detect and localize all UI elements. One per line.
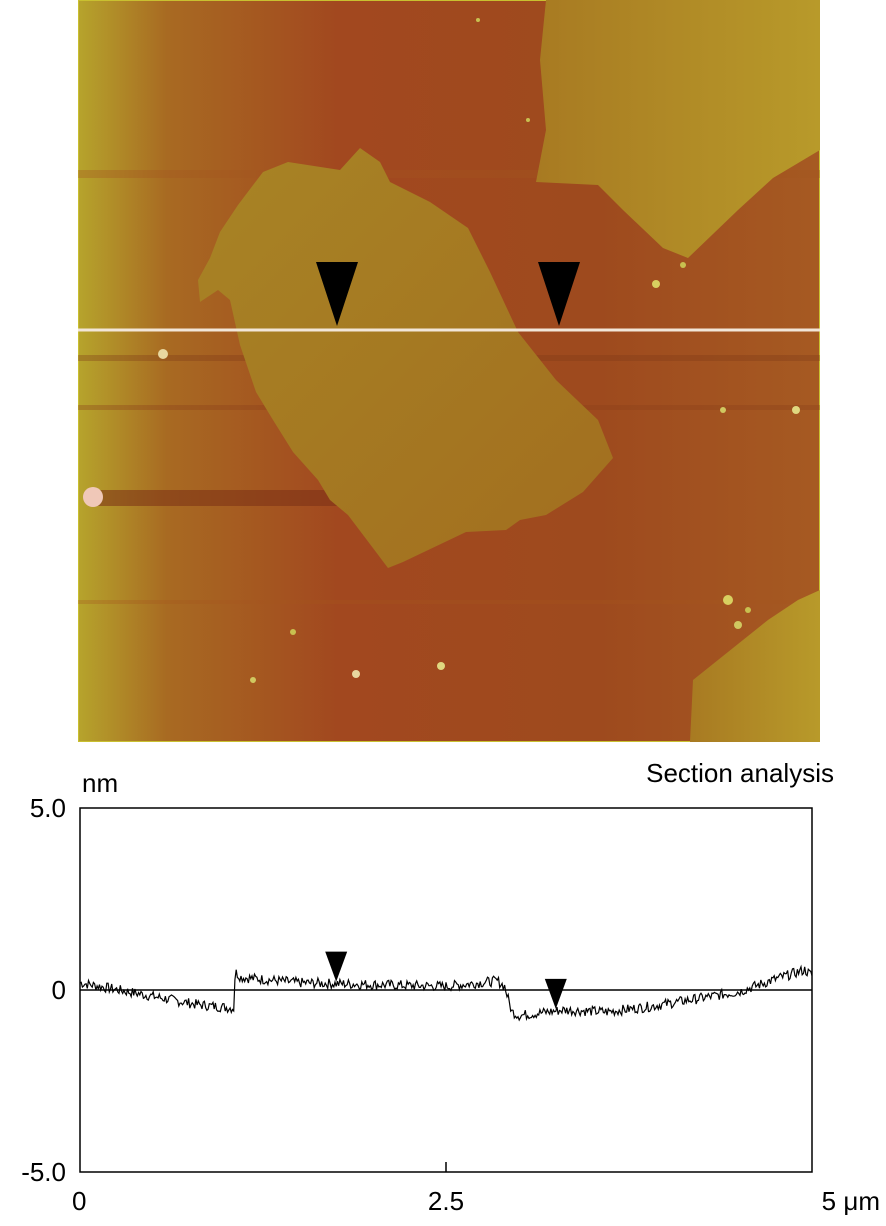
chart-title: Section analysis: [646, 758, 834, 788]
flake-center: [198, 148, 613, 568]
x-tick-label-2: 5 μm: [822, 1186, 880, 1216]
y-tick-label-1: 0: [52, 975, 66, 1005]
marker-left-image: [316, 262, 358, 326]
y-tick-label-0: 5.0: [30, 793, 66, 823]
x-tick-label-1: 2.5: [428, 1186, 464, 1216]
chart-marker-1: [544, 978, 567, 1009]
flake-bottom-right: [690, 590, 820, 742]
chart-marker-0: [325, 951, 348, 982]
y-axis-label: nm: [82, 768, 118, 798]
x-tick-label-0: 0: [72, 1186, 86, 1216]
flake-top-right: [536, 0, 820, 258]
afm-height-image: [78, 0, 820, 742]
section-analysis-chart: Section analysis nm 5.00-5.0 0 2.5 5 μm: [21, 758, 880, 1216]
y-tick-label-2: -5.0: [21, 1157, 66, 1187]
series-line-height-profile: [79, 964, 813, 1022]
marker-right-image: [538, 262, 580, 326]
